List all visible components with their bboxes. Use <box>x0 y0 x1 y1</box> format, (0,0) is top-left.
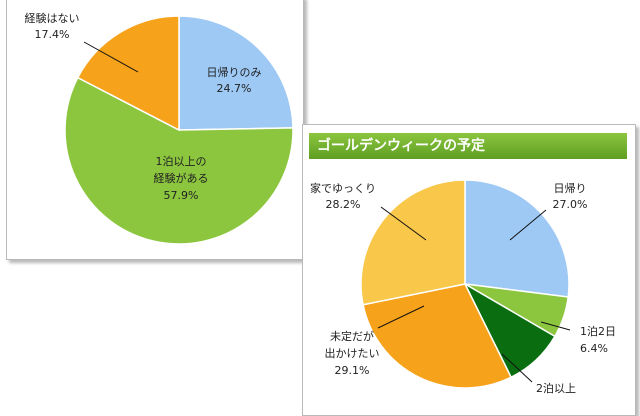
leader-line-no-experience <box>83 41 139 73</box>
slice-percent-undecided: 29.1% <box>335 364 370 377</box>
slice-label-group-r1: 1泊2日 6.4% <box>540 321 616 355</box>
slice-percent-home: 28.2% <box>326 198 361 211</box>
slice-percent-daytrip: 27.0% <box>553 198 588 211</box>
slice-label-home: 家でゆっくり <box>310 181 376 195</box>
pie1-slice-2 <box>76 15 180 132</box>
slice-label-group-2: 経験はない 17.4% <box>25 11 139 73</box>
leader-line-1night <box>540 321 571 331</box>
slice-percent-daytrip-only: 24.7% <box>217 82 252 95</box>
leader-line-daytrip <box>509 209 547 241</box>
pie-chart-left <box>64 15 294 245</box>
slice-label-undecided-line2: 出かけたい <box>325 346 380 360</box>
slice-percent-1night: 6.4% <box>580 342 608 355</box>
slice-label-group-r0: 日帰り 27.0% <box>509 182 588 241</box>
slice-label-group-r4: 家でゆっくり 28.2% <box>310 181 427 241</box>
slice-label-daytrip-only: 日帰りのみ <box>207 66 262 79</box>
slice-label-overnight-line2: 経験がある <box>154 171 209 185</box>
slice-label-no-experience: 経験はない <box>25 11 80 25</box>
pie2-slice-4 <box>360 179 466 306</box>
pie1-slice-0 <box>178 15 294 131</box>
pie1-slice-1 <box>64 76 294 245</box>
slice-percent-no-experience: 17.4% <box>35 28 70 41</box>
slice-label-overnight-line1: 1泊以上の <box>156 155 207 168</box>
chart-title: ゴールデンウィークの予定 <box>309 133 627 159</box>
slice-label-2nights: 2泊以上 <box>536 382 576 395</box>
slice-label-group-0: 日帰りのみ 24.7% <box>207 66 262 95</box>
pie2-slice-3 <box>362 283 513 389</box>
leader-line-2nights <box>501 353 533 383</box>
pie-chart-right <box>360 179 570 389</box>
slice-label-group-1: 1泊以上の 経験がある 57.9% <box>154 155 209 202</box>
slice-label-group-r3: 未定だが 出かけたい 29.1% <box>325 305 425 377</box>
slice-label-group-r2: 2泊以上 <box>501 353 576 395</box>
slice-label-daytrip: 日帰り <box>554 182 587 195</box>
leader-line-home <box>380 206 427 241</box>
pie2-slice-0 <box>464 179 570 298</box>
slice-percent-overnight: 57.9% <box>164 189 199 202</box>
leader-line-undecided <box>377 305 425 329</box>
pie-charts: 日帰りのみ 24.7% 1泊以上の 経験がある 57.9% 経験はない 17.4… <box>25 11 617 395</box>
slice-label-undecided-line1: 未定だが <box>330 329 374 343</box>
slice-label-1night: 1泊2日 <box>580 325 616 338</box>
